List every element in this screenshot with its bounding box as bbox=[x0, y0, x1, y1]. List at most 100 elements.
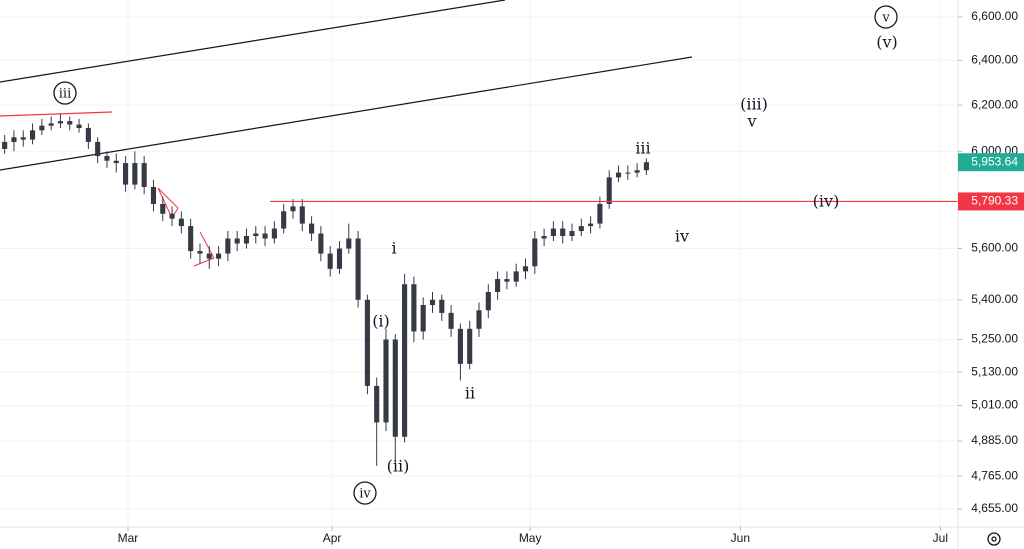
candle-body bbox=[522, 266, 529, 272]
candle-body bbox=[57, 121, 64, 124]
candle-body bbox=[606, 177, 612, 204]
level-price-tag bbox=[958, 192, 1024, 211]
candle-body bbox=[374, 385, 380, 423]
candle-body bbox=[597, 203, 603, 224]
candle-body bbox=[560, 228, 566, 237]
candle-body bbox=[85, 128, 91, 142]
candle-body bbox=[67, 121, 73, 125]
candle-body bbox=[355, 238, 361, 300]
candle-body bbox=[643, 162, 649, 171]
y-tick-label: 5,250.00 bbox=[971, 332, 1018, 346]
y-tick-label: 5,600.00 bbox=[971, 241, 1018, 255]
candle-body bbox=[318, 233, 324, 254]
candle-body bbox=[588, 223, 594, 227]
last-price-label: 5,953.64 bbox=[971, 154, 1018, 168]
annotation-circle bbox=[353, 481, 377, 505]
candle-body bbox=[513, 271, 519, 282]
y-tick-label: 6,600.00 bbox=[971, 9, 1018, 23]
x-tick-label: May bbox=[519, 531, 542, 545]
candle-body bbox=[457, 328, 463, 364]
candle-body bbox=[76, 124, 82, 129]
settings-icon-center[interactable] bbox=[991, 536, 997, 542]
candle-body bbox=[290, 206, 296, 212]
candle-body bbox=[625, 172, 631, 174]
y-tick-label: 5,130.00 bbox=[971, 364, 1018, 378]
wave-label: (iii) bbox=[740, 95, 768, 114]
candle-body bbox=[150, 186, 157, 204]
wave-label: iii bbox=[635, 139, 650, 158]
x-tick-label: Jun bbox=[731, 531, 750, 545]
candle-body bbox=[532, 238, 538, 267]
y-tick-label: 4,765.00 bbox=[971, 468, 1018, 482]
candle-body bbox=[309, 223, 315, 234]
wave-label: iv bbox=[359, 487, 371, 502]
candle-body bbox=[48, 123, 54, 126]
candle-body bbox=[364, 299, 370, 386]
candle-body bbox=[467, 328, 473, 364]
candle-body bbox=[95, 141, 101, 157]
channel-line bbox=[0, 56, 693, 171]
candle-body bbox=[271, 228, 277, 239]
candle-body bbox=[439, 299, 445, 313]
candle-body bbox=[123, 163, 129, 185]
candle-body bbox=[253, 233, 259, 237]
candle-body bbox=[392, 339, 398, 437]
channel-line bbox=[0, 0, 506, 83]
drawings bbox=[0, 0, 693, 267]
wave-label: iii bbox=[59, 87, 71, 102]
y-tick-label: 5,400.00 bbox=[971, 292, 1018, 306]
annotation-circle bbox=[874, 5, 898, 29]
candle-body bbox=[402, 284, 408, 437]
candle-body bbox=[336, 248, 343, 269]
candle-body bbox=[411, 284, 417, 332]
triangle-drawing bbox=[157, 187, 179, 220]
wave-label: v bbox=[881, 11, 890, 26]
candle-body bbox=[206, 253, 212, 259]
candle-body bbox=[383, 339, 389, 423]
wave-label: (v) bbox=[876, 33, 898, 52]
candle-body bbox=[39, 125, 45, 131]
candle-body bbox=[327, 253, 333, 269]
candle-body bbox=[281, 211, 287, 229]
candle-body bbox=[615, 172, 622, 178]
settings-button[interactable] bbox=[987, 532, 1001, 546]
candle-body bbox=[243, 236, 250, 244]
wave-label: (ii) bbox=[387, 457, 410, 476]
axes: 6,600.006,400.006,200.006,000.005,600.00… bbox=[118, 9, 1024, 545]
wave-label: i bbox=[391, 239, 396, 258]
candle-body bbox=[299, 206, 305, 224]
x-tick-label: Apr bbox=[323, 531, 342, 545]
candle-body bbox=[429, 299, 436, 306]
candle-body bbox=[188, 226, 194, 252]
wave-label: ii bbox=[465, 384, 475, 403]
candle-body bbox=[11, 137, 17, 142]
y-tick-label: 6,400.00 bbox=[971, 53, 1018, 67]
trend-line bbox=[0, 111, 113, 117]
candle-body bbox=[141, 163, 147, 187]
candle-body bbox=[448, 312, 454, 329]
candle-body bbox=[485, 291, 491, 311]
wave-label: v bbox=[746, 112, 756, 131]
candle-body bbox=[495, 279, 501, 292]
candle-body bbox=[234, 238, 240, 244]
level-price-label: 5,790.33 bbox=[971, 194, 1018, 208]
candle-body bbox=[29, 130, 36, 140]
candle-body bbox=[178, 218, 184, 227]
triangle-drawing bbox=[193, 231, 215, 267]
y-tick-label: 4,885.00 bbox=[971, 433, 1018, 447]
candle-body bbox=[132, 163, 138, 185]
settings-icon[interactable] bbox=[987, 532, 1001, 546]
x-tick-label: Jul bbox=[933, 531, 948, 545]
candle-body bbox=[541, 236, 547, 239]
annotation-circle bbox=[53, 81, 77, 105]
wave-label: (iv) bbox=[813, 192, 840, 211]
candle-body bbox=[504, 279, 510, 282]
y-tick-label: 5,010.00 bbox=[971, 398, 1018, 412]
candle-body bbox=[476, 310, 482, 329]
candle-body bbox=[20, 137, 26, 140]
candle-body bbox=[197, 251, 203, 254]
candle-body bbox=[216, 253, 222, 259]
